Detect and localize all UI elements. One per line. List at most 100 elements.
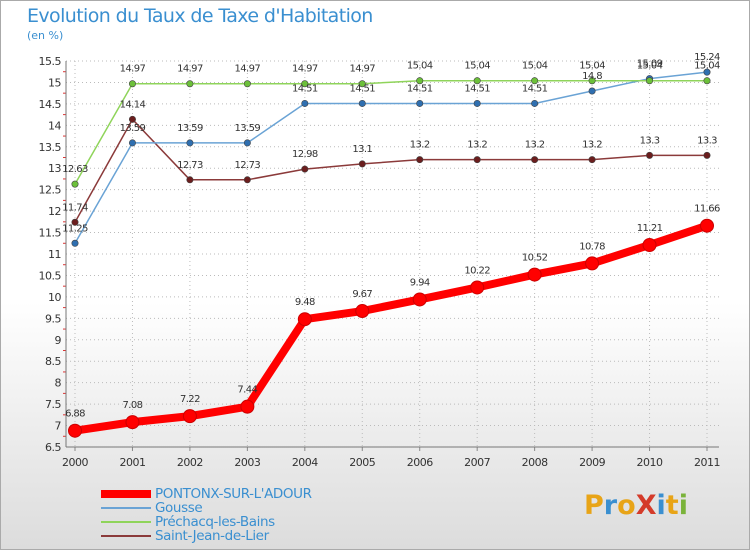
- data-label: 11.66: [694, 204, 720, 215]
- data-point: [186, 176, 194, 184]
- legend-swatch: [101, 507, 151, 509]
- data-label: 11.74: [62, 202, 88, 213]
- x-tick-label: 2006: [407, 456, 433, 469]
- data-label: 9.94: [410, 277, 430, 288]
- data-point: [585, 256, 600, 271]
- series-line-3: [74, 118, 708, 224]
- y-tick-label: 7.5: [45, 398, 61, 411]
- data-point: [71, 180, 79, 188]
- data-label: 14.51: [522, 83, 548, 94]
- logo-letter: i: [656, 490, 666, 521]
- data-label: 15.04: [407, 61, 433, 72]
- y-tick-label: 8: [55, 377, 62, 390]
- data-label: 12.73: [177, 160, 203, 171]
- data-label: 14.97: [292, 64, 318, 75]
- data-point: [473, 156, 481, 164]
- data-label: 12.63: [62, 164, 88, 175]
- data-point: [186, 80, 194, 88]
- data-label: 13.3: [697, 135, 717, 146]
- series-layer: [68, 68, 714, 438]
- x-tick-label: 2009: [579, 456, 605, 469]
- x-tick-label: 2003: [234, 456, 260, 469]
- data-point: [358, 160, 366, 168]
- legend-swatch: [101, 490, 151, 498]
- legend-label: Préchacq-les-Bains: [155, 514, 275, 530]
- data-label: 14.97: [349, 64, 375, 75]
- data-label: 14.51: [407, 83, 433, 94]
- data-label-layer: 11.74 14.14 12.73 12.73 12.98 13.1 13.2 13.2 13.…: [62, 52, 720, 420]
- data-label: 6.88: [65, 409, 85, 420]
- data-label: 14.51: [292, 83, 318, 94]
- legend-swatch: [101, 521, 151, 523]
- data-label: 13.2: [410, 140, 430, 151]
- data-point: [527, 267, 542, 282]
- legend-swatch: [101, 535, 151, 537]
- legend-item: PONTONX-SUR-L'ADOUR: [101, 486, 421, 502]
- chart-subtitle: (en %): [27, 29, 64, 42]
- data-label: 12.73: [235, 160, 261, 171]
- data-point: [128, 139, 136, 147]
- data-label: 10.78: [579, 241, 605, 252]
- data-point: [531, 77, 539, 85]
- data-point: [703, 68, 711, 76]
- data-point: [470, 280, 485, 295]
- data-point: [243, 80, 251, 88]
- data-point: [531, 99, 539, 107]
- data-point: [128, 115, 136, 123]
- data-label: 13.59: [235, 123, 261, 134]
- chart-title: Evolution du Taux de Taxe d'Habitation: [27, 5, 373, 27]
- data-label: 15.24: [694, 52, 720, 63]
- y-tick-label: 9.5: [45, 312, 61, 325]
- data-label: 10.22: [464, 265, 490, 276]
- axis-layer: 6.577.588.599.51010.51111.51212.51313.51…: [39, 55, 721, 469]
- x-tick-label: 2010: [637, 456, 663, 469]
- data-point: [416, 99, 424, 107]
- data-point: [646, 77, 654, 85]
- x-tick-label: 2001: [119, 456, 145, 469]
- logo-letter: r: [603, 490, 618, 521]
- data-point: [416, 156, 424, 164]
- logo-letter: o: [617, 490, 636, 521]
- logo-letter: t: [665, 490, 679, 521]
- y-tick-label: 13: [48, 162, 61, 175]
- y-tick-label: 12: [48, 205, 61, 218]
- data-label: 13.2: [467, 140, 487, 151]
- data-point: [68, 423, 82, 438]
- data-point: [588, 156, 596, 164]
- y-tick-label: 15: [48, 76, 61, 89]
- x-tick-label: 2008: [522, 456, 548, 469]
- data-label: 13.2: [582, 140, 602, 151]
- data-label: 15.04: [637, 61, 663, 72]
- data-label: 13.59: [177, 123, 203, 134]
- data-point: [703, 151, 711, 159]
- data-label: 15.04: [579, 61, 605, 72]
- data-label: 7.08: [123, 400, 143, 411]
- y-tick-label: 15.5: [39, 55, 62, 68]
- data-point: [358, 80, 366, 88]
- legend-item: Saint-Jean-de-Lier: [101, 528, 421, 544]
- data-label: 11.21: [637, 223, 663, 234]
- data-label: 14.8: [582, 71, 602, 82]
- data-label: 7.44: [237, 385, 257, 396]
- proxiti-logo: ProXiti: [584, 490, 688, 521]
- logo-letter: X: [635, 490, 657, 521]
- data-point: [297, 312, 312, 327]
- data-label: 9.48: [295, 297, 315, 308]
- data-point: [416, 77, 424, 85]
- x-tick-label: 2007: [464, 456, 490, 469]
- data-point: [301, 80, 309, 88]
- data-label: 13.1: [352, 144, 372, 155]
- data-point: [531, 156, 539, 164]
- data-label: 13.59: [120, 123, 146, 134]
- data-label: 10.52: [522, 253, 548, 264]
- data-label: 14.51: [464, 83, 490, 94]
- data-label: 14.97: [235, 64, 261, 75]
- x-tick-label: 2004: [292, 456, 318, 469]
- y-tick-label: 9: [55, 334, 62, 347]
- x-tick-label: 2005: [349, 456, 375, 469]
- series-line-1: [74, 71, 708, 245]
- data-point: [182, 409, 197, 424]
- data-point: [358, 99, 366, 107]
- data-label: 14.51: [349, 83, 375, 94]
